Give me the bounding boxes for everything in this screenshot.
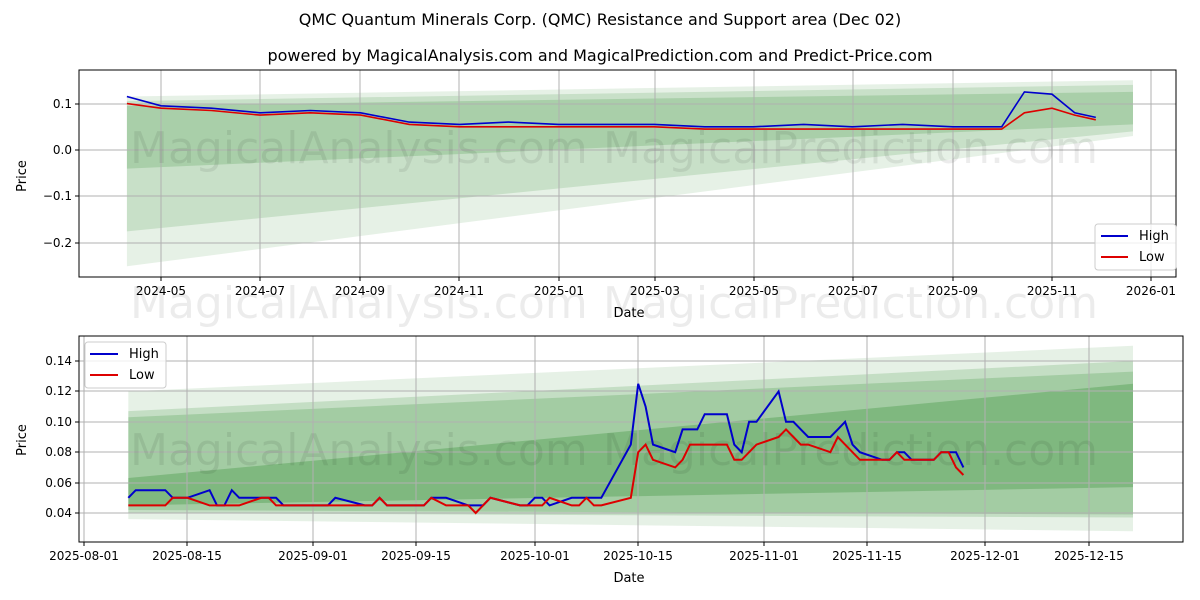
x-tick-label: 2025-09-15 bbox=[381, 549, 451, 563]
top-axes-frame bbox=[78, 69, 1177, 278]
bottom-chart: MagicalAnalysis.com MagicalPrediction.co… bbox=[15, 335, 1184, 586]
watermark-analysis: MagicalAnalysis.com bbox=[130, 123, 588, 174]
bottom-legend: High Low bbox=[84, 341, 167, 389]
y-tick-label: −0.1 bbox=[43, 189, 72, 203]
x-tick-label: 2025-05 bbox=[729, 284, 779, 298]
y-tick-label: −0.2 bbox=[43, 236, 72, 250]
y-tick-label: 0.10 bbox=[45, 415, 72, 429]
x-tick-label: 2025-09-01 bbox=[278, 549, 348, 563]
x-tick-label: 2025-07 bbox=[828, 284, 878, 298]
x-tick-label: 2025-12-15 bbox=[1054, 549, 1124, 563]
chart-subtitle: powered by MagicalAnalysis.com and Magic… bbox=[267, 46, 933, 65]
top-bands bbox=[126, 80, 1133, 267]
x-tick-label: 2024-11 bbox=[434, 284, 484, 298]
top-ticks: 2024-05 2024-07 2024-09 2024-11 2025-01 2025-… bbox=[43, 97, 1176, 298]
top-x-axis-label: Date bbox=[613, 306, 644, 321]
x-tick-label: 2026-01 bbox=[1126, 284, 1176, 298]
bottom-low-line bbox=[128, 427, 965, 515]
top-grid bbox=[79, 70, 1176, 277]
y-tick-label: 0.08 bbox=[45, 445, 72, 459]
bottom-y-axis-label: Price bbox=[15, 424, 30, 456]
y-tick-label: 0.12 bbox=[45, 384, 72, 398]
x-tick-label: 2024-05 bbox=[136, 284, 186, 298]
legend-high-label-2: High bbox=[129, 347, 159, 362]
y-tick-label: 0.0 bbox=[53, 143, 72, 157]
y-tick-label: 0.14 bbox=[45, 354, 72, 368]
x-tick-label: 2025-03 bbox=[630, 284, 680, 298]
outer-support-resistance bbox=[126, 80, 1133, 267]
chart-title: QMC Quantum Minerals Corp. (QMC) Resista… bbox=[298, 10, 902, 29]
x-tick-label: 2024-09 bbox=[335, 284, 385, 298]
legend-low-label-2: Low bbox=[129, 368, 155, 383]
inner-band bbox=[126, 91, 1133, 169]
legend-low-label: Low bbox=[1139, 250, 1165, 265]
legend-high-label: High bbox=[1139, 229, 1169, 244]
watermark-analysis-2: MagicalAnalysis.com bbox=[130, 278, 588, 329]
x-tick-label: 2025-10-01 bbox=[500, 549, 570, 563]
y-tick-label: 0.1 bbox=[53, 97, 72, 111]
x-tick-label: 2025-11 bbox=[1027, 284, 1077, 298]
mid-band bbox=[126, 84, 1133, 232]
bottom-x-axis-label: Date bbox=[613, 571, 644, 586]
top-low-line bbox=[126, 102, 1096, 130]
top-legend: High Low bbox=[1094, 223, 1177, 271]
x-tick-label: 2025-09 bbox=[928, 284, 978, 298]
x-tick-label: 2025-11-15 bbox=[832, 549, 902, 563]
y-tick-label: 0.04 bbox=[45, 506, 72, 520]
watermark-analysis-3: MagicalAnalysis.com bbox=[130, 425, 588, 476]
x-tick-label: 2025-12-01 bbox=[950, 549, 1020, 563]
x-tick-label: 2025-08-01 bbox=[49, 549, 119, 563]
watermark-prediction: MagicalPrediction.com bbox=[603, 123, 1098, 174]
bottom-ticks: 2025-08-01 2025-08-15 2025-09-01 2025-09-15… bbox=[45, 354, 1124, 563]
top-high-line bbox=[126, 91, 1096, 128]
bottom-axes-frame bbox=[78, 335, 1184, 543]
x-tick-label: 2025-10-15 bbox=[603, 549, 673, 563]
y-tick-label: 0.06 bbox=[45, 476, 72, 490]
x-tick-label: 2024-07 bbox=[235, 284, 285, 298]
x-tick-label: 2025-08-15 bbox=[152, 549, 222, 563]
watermark-prediction-2: MagicalPrediction.com bbox=[603, 278, 1098, 329]
top-chart: MagicalAnalysis.com MagicalPrediction.co… bbox=[15, 69, 1177, 329]
top-y-axis-label: Price bbox=[15, 160, 30, 192]
x-tick-label: 2025-01 bbox=[534, 284, 584, 298]
bottom-grid bbox=[79, 336, 1183, 542]
x-tick-label: 2025-11-01 bbox=[729, 549, 799, 563]
